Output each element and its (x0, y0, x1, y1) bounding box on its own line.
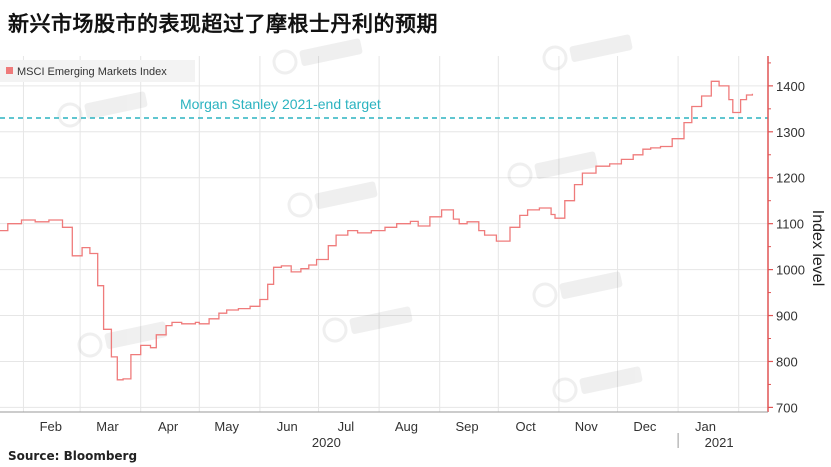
x-tick-label: Nov (575, 419, 599, 434)
watermark-ring (322, 317, 348, 343)
watermark-bar (534, 151, 598, 179)
chart-title: 新兴市场股市的表现超过了摩根士丹利的预期 (8, 12, 438, 36)
watermark-bar (84, 91, 148, 119)
watermark-bar (349, 306, 413, 334)
watermark-logo (272, 38, 363, 75)
series-layer (0, 80, 754, 381)
watermark-bar (104, 321, 168, 349)
watermark-logo (552, 366, 643, 403)
watermark-bar (314, 181, 378, 209)
x-year-label: 2020 (312, 435, 341, 450)
x-year-label: 2021 (705, 435, 734, 450)
series-line (0, 80, 754, 381)
x-tick-label: Jul (338, 419, 355, 434)
watermark-logo (507, 151, 598, 188)
legend-entry: MSCI Emerging Markets Index (17, 66, 167, 78)
watermark-bar (559, 271, 623, 299)
x-axis: Feb Mar Apr May Jun Jul Aug Sep Oct Nov Dec Jan 2020… (0, 411, 768, 450)
x-tick-label: Jan (695, 419, 716, 434)
watermark-ring (542, 45, 568, 71)
watermark-bar (569, 34, 633, 62)
watermark-logo (322, 306, 413, 343)
y-tick-label: 800 (776, 354, 798, 369)
watermark-ring (287, 192, 313, 218)
y-axis: 700 800 900 1000 1100 1200 1300 1400 (767, 56, 805, 415)
watermark-ring (77, 332, 103, 358)
x-tick-label: Sep (455, 419, 478, 434)
y-tick-label: 1100 (776, 217, 804, 232)
source-note: Source: Bloomberg (8, 449, 138, 463)
x-tick-label: Jun (277, 419, 298, 434)
watermark-ring (552, 377, 578, 403)
watermark-bar (299, 38, 363, 66)
watermark-logo (77, 321, 168, 358)
watermark-logo (57, 91, 148, 128)
watermark-ring (532, 282, 558, 308)
y-tick-label: 1000 (776, 263, 805, 278)
target-label: Morgan Stanley 2021-end target (180, 96, 381, 112)
y-tick-label: 700 (776, 400, 798, 415)
y-tick-label: 900 (776, 309, 798, 324)
x-tick-label: Aug (395, 419, 418, 434)
watermark-ring (57, 102, 83, 128)
watermark-logo (532, 271, 623, 308)
x-tick-label: Feb (40, 419, 62, 434)
y-tick-label: 1200 (776, 171, 805, 186)
x-tick-label: Mar (96, 419, 119, 434)
watermark-logo (542, 34, 633, 71)
watermark-layer (57, 34, 643, 403)
x-tick-label: Dec (633, 419, 657, 434)
y-axis-label: Index level (809, 210, 826, 287)
watermark-bar (579, 366, 643, 394)
legend-swatch (6, 67, 13, 74)
x-tick-label: May (214, 419, 239, 434)
target-line-group: Morgan Stanley 2021-end target (0, 96, 768, 119)
watermark-ring (507, 162, 533, 188)
watermark-logo (287, 181, 378, 218)
legend: MSCI Emerging Markets Index (0, 60, 195, 82)
y-tick-label: 1400 (776, 79, 805, 94)
legend-box (0, 60, 195, 82)
x-tick-label: Oct (516, 419, 537, 434)
x-tick-label: Apr (158, 419, 179, 434)
y-tick-label: 1300 (776, 125, 805, 140)
watermark-ring (272, 49, 298, 75)
